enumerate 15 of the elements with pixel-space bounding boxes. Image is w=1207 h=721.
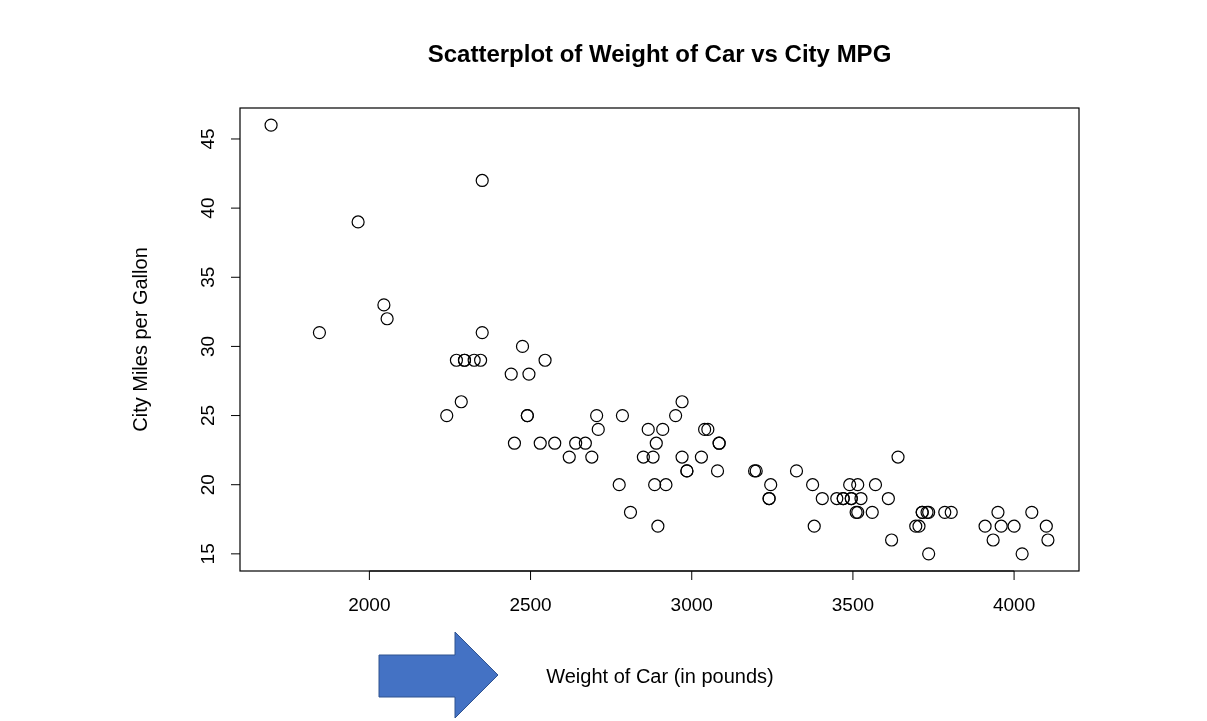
chart-title: Scatterplot of Weight of Car vs City MPG xyxy=(427,40,892,67)
y-tick-label: 35 xyxy=(197,266,218,288)
y-tick-label: 40 xyxy=(197,197,218,219)
x-axis-title: Weight of Car (in pounds) xyxy=(546,665,774,687)
y-axis-title: City Miles per Gallon xyxy=(129,247,151,432)
x-tick-label: 3000 xyxy=(670,594,713,615)
y-tick-label: 45 xyxy=(197,128,218,150)
y-tick-label: 30 xyxy=(197,335,218,357)
x-tick-label: 2000 xyxy=(348,594,391,615)
y-tick-label: 15 xyxy=(197,543,218,565)
y-tick-label: 25 xyxy=(197,404,218,427)
x-tick-label: 3500 xyxy=(831,594,875,615)
y-tick-label: 20 xyxy=(197,474,218,496)
x-tick-label: 4000 xyxy=(992,594,1036,615)
x-tick-label: 2500 xyxy=(509,594,552,615)
